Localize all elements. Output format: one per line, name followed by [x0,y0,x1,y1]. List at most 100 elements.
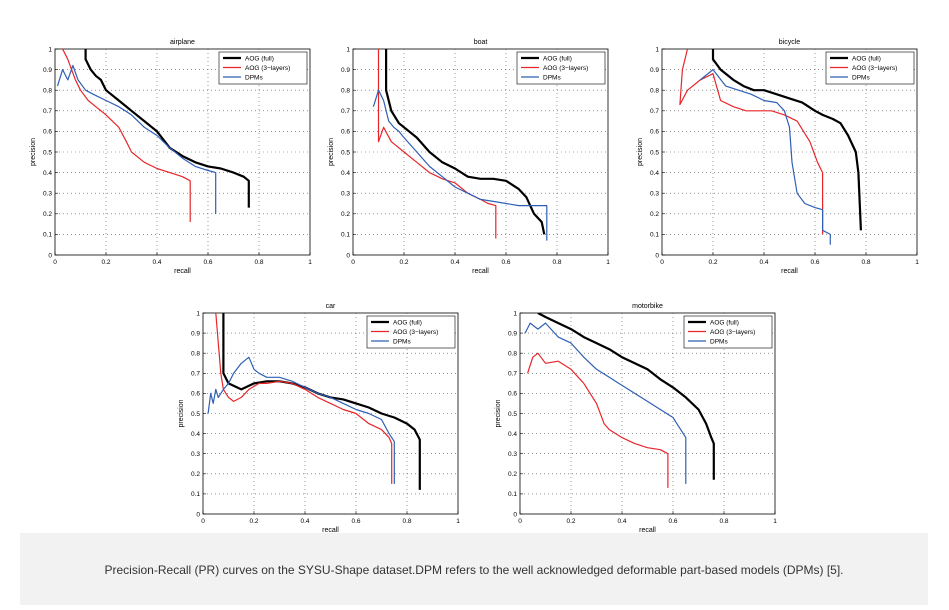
y-tick-label: 0.6 [650,129,659,136]
x-tick-label: 0.2 [399,259,408,266]
y-tick-label: 0.5 [508,411,517,418]
x-tick-label: 0.2 [708,259,717,266]
series-group [207,313,421,490]
x-tick-label: 1 [606,259,610,266]
x-tick-label: 0.8 [402,518,411,525]
legend-label: AOG (3−layers) [393,329,438,336]
x-tick-label: 0.6 [810,259,819,266]
series-line-aog_full [84,49,250,208]
y-tick-label: 0.1 [508,491,517,498]
x-tick-label: 0.8 [254,259,263,266]
x-tick-label: 0.2 [566,518,575,525]
x-tick-label: 0.6 [351,518,360,525]
x-tick-label: 0 [660,259,664,266]
x-tick-label: 0 [351,259,355,266]
y-tick-label: 0.6 [191,391,200,398]
y-tick-label: 1 [196,310,200,317]
y-tick-label: 0.3 [650,191,659,198]
x-tick-label: 0.6 [203,259,212,266]
chart-title: boat [474,39,488,46]
chart-airplane: 0 0.2 0.4 0.6 0.8 1 0 0.1 0.2 0.3 0.4 0.5 0.6 0.7 0.8 0… [30,39,312,275]
y-tick-label: 0.4 [43,170,52,177]
series-line-aog_3layers [215,313,393,484]
legend-label: DPMs [710,338,728,345]
x-tick-label: 0 [518,518,522,525]
y-tick-label: 0.7 [191,371,200,378]
series-group [524,313,715,488]
legend-label: DPMs [393,338,411,345]
y-tick-label: 0.8 [650,88,659,95]
y-tick-label: 0.5 [43,149,52,156]
y-tick-label: 0.2 [191,471,200,478]
chart-title: bicycle [779,39,801,46]
y-tick-label: 0.7 [508,371,517,378]
x-tick-label: 0.6 [501,259,510,266]
y-tick-label: 0.3 [341,191,350,198]
chart-bicycle: 0 0.2 0.4 0.6 0.8 1 0 0.1 0.2 0.3 0.4 0.5 0.6 0.7 0.8 0… [637,39,919,275]
y-tick-label: 1 [655,46,659,53]
charts-canvas: 0 0.2 0.4 0.6 0.8 1 0 0.1 0.2 0.3 0.4 0.5 0.6 0.7 0.8 0… [30,39,919,533]
y-tick-label: 0.7 [341,108,350,115]
x-tick-label: 0.4 [152,259,161,266]
y-tick-label: 0.9 [341,67,350,74]
x-tick-label: 0.4 [300,518,309,525]
legend: AOG (full) AOG (3−layers) DPMs [825,51,915,85]
series-line-aog_3layers [527,352,669,488]
y-tick-label: 0 [655,252,659,259]
legend-label: AOG (full) [852,55,881,62]
x-tick-label: 0 [201,518,205,525]
x-tick-label: 0.8 [861,259,870,266]
y-axis-label: precision [637,138,644,166]
y-tick-label: 0.8 [43,88,52,95]
figure-caption: Precision-Recall (PR) curves on the SYSU… [104,563,844,577]
x-axis-label: recall [639,527,656,533]
legend-label: AOG (full) [710,319,739,326]
y-tick-label: 0 [48,252,52,259]
series-line-aog_full [537,313,715,480]
x-tick-label: 0.2 [249,518,258,525]
series-line-dpms [207,356,395,484]
x-tick-label: 1 [915,259,919,266]
x-tick-label: 0.2 [101,259,110,266]
y-tick-label: 0.9 [650,67,659,74]
chart-title: motorbike [632,303,663,310]
y-tick-label: 0.6 [43,129,52,136]
y-tick-label: 0.4 [191,431,200,438]
chart-motorbike: 0 0.2 0.4 0.6 0.8 1 0 0.1 0.2 0.3 0.4 0.5 0.6 0.7 0.8 0… [495,303,777,533]
y-tick-label: 0.5 [650,149,659,156]
x-tick-label: 1 [773,518,777,525]
chart-title: car [326,303,336,310]
legend-label: AOG (3−layers) [543,65,588,72]
legend-label: AOG (full) [245,55,274,62]
y-tick-label: 0.7 [650,108,659,115]
legend: AOG (full) AOG (3−layers) DPMs [683,315,773,349]
x-axis-label: recall [322,527,339,533]
y-tick-label: 0.1 [650,232,659,239]
series-line-dpms [699,69,831,245]
legend-label: AOG (3−layers) [245,65,290,72]
x-tick-label: 0 [53,259,57,266]
x-tick-label: 0.8 [552,259,561,266]
x-tick-label: 0.4 [450,259,459,266]
y-tick-label: 0.7 [43,108,52,115]
y-tick-label: 0.1 [43,232,52,239]
x-tick-label: 1 [456,518,460,525]
y-tick-label: 0.8 [191,351,200,358]
y-tick-label: 0.9 [191,330,200,337]
figure-panel: 0 0.2 0.4 0.6 0.8 1 0 0.1 0.2 0.3 0.4 0.5 0.6 0.7 0.8 0… [20,33,928,605]
y-tick-label: 0.6 [508,391,517,398]
y-tick-label: 0.5 [341,149,350,156]
y-tick-label: 0 [346,252,350,259]
y-tick-label: 0 [513,511,517,518]
y-tick-label: 0.5 [191,411,200,418]
x-axis-label: recall [472,268,489,275]
y-tick-label: 0.4 [341,170,350,177]
series-line-dpms [524,322,687,484]
series-line-aog_full [711,49,862,231]
chart-car: 0 0.2 0.4 0.6 0.8 1 0 0.1 0.2 0.3 0.4 0.5 0.6 0.7 0.8 0… [178,303,460,533]
chart-title: airplane [170,39,195,46]
y-tick-label: 0.8 [341,88,350,95]
chart-boat: 0 0.2 0.4 0.6 0.8 1 0 0.1 0.2 0.3 0.4 0.5 0.6 0.7 0.8 0… [328,39,610,275]
x-tick-label: 0.4 [759,259,768,266]
y-tick-label: 0.3 [43,191,52,198]
